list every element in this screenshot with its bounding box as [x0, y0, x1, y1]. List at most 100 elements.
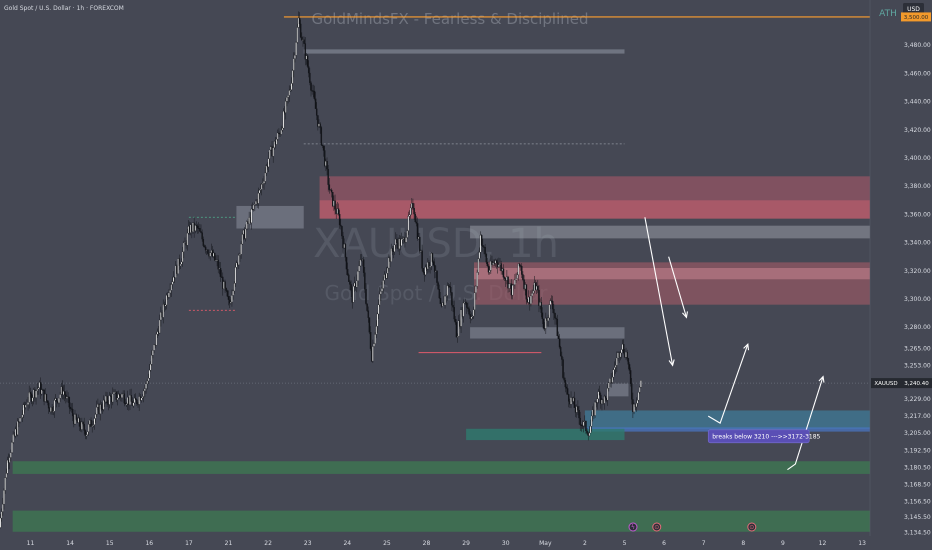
candle — [558, 333, 561, 350]
candle — [573, 391, 576, 408]
ath-price-label: 3,500.00 — [904, 15, 929, 21]
candle — [214, 252, 216, 262]
candle — [94, 412, 97, 423]
candle — [317, 115, 319, 131]
candle — [272, 145, 274, 163]
candle — [100, 402, 103, 412]
candle — [485, 253, 488, 265]
candle — [475, 285, 477, 300]
candle — [376, 312, 379, 333]
currency-badge — [903, 3, 924, 14]
candle — [390, 243, 392, 262]
candle — [323, 145, 326, 168]
candle — [468, 306, 470, 316]
candle — [37, 386, 40, 395]
event-marker-flag-us-2[interactable]: ⊙ — [747, 522, 757, 532]
candle — [500, 260, 502, 275]
grey-block-ob-left — [236, 205, 304, 229]
candle — [438, 284, 441, 299]
candle — [495, 259, 498, 269]
candle — [203, 244, 206, 248]
candle — [462, 299, 465, 323]
candle — [408, 210, 411, 221]
candle — [291, 69, 294, 86]
candle — [518, 262, 521, 268]
current-symbol-badge — [871, 378, 901, 389]
demand-zone-blue — [584, 410, 870, 429]
candle — [152, 349, 154, 359]
candle — [424, 264, 427, 277]
candle — [285, 97, 287, 120]
time-axis[interactable]: 11 14 15 16 17 21 22 23 24 25 28 29 30 May 2 5 6 7 8 9 12 13 — [27, 540, 866, 547]
candle — [269, 149, 271, 165]
candle — [598, 385, 601, 396]
candle — [194, 223, 197, 234]
candle — [71, 402, 74, 422]
candle — [257, 187, 260, 209]
candle — [471, 315, 474, 320]
price-axis[interactable]: 3,480.00 3,460.00 3,440.00 3,420.00 3,400.00… — [904, 42, 931, 536]
candle — [287, 94, 289, 104]
candle — [338, 210, 341, 229]
candle — [226, 289, 229, 298]
candle — [11, 440, 13, 454]
candle — [352, 283, 355, 303]
candle — [227, 290, 230, 306]
candle — [467, 302, 469, 312]
candle — [514, 274, 516, 289]
candle — [409, 204, 412, 219]
candle — [282, 108, 285, 130]
candle — [447, 283, 450, 289]
time-tick-label: 13 — [858, 540, 866, 547]
candle — [372, 339, 374, 364]
candle — [177, 258, 179, 274]
candle — [24, 401, 27, 410]
candle — [344, 242, 347, 262]
candle — [53, 397, 56, 418]
candle — [295, 41, 297, 59]
candle — [414, 211, 416, 223]
candle — [186, 228, 189, 251]
candle — [315, 102, 318, 121]
candle — [588, 426, 591, 437]
candle — [532, 284, 534, 295]
candle — [507, 275, 509, 293]
candle — [39, 377, 42, 399]
candle — [432, 260, 435, 267]
candle — [115, 391, 117, 403]
event-marker-flag-us-1[interactable]: ⊙ — [652, 522, 662, 532]
candle — [306, 54, 309, 69]
candle — [511, 283, 514, 300]
candle — [296, 23, 298, 44]
ath-price-badge — [901, 12, 931, 22]
candle — [22, 402, 25, 418]
time-axis-background — [0, 536, 932, 550]
candle — [349, 279, 351, 291]
candle — [614, 358, 617, 374]
candle — [565, 383, 568, 395]
price-tick-label: 3,180.50 — [904, 465, 931, 472]
candle — [580, 424, 583, 432]
candle — [416, 217, 419, 241]
candle — [59, 391, 61, 402]
candle — [180, 258, 183, 265]
candle — [202, 236, 205, 248]
candle — [204, 244, 207, 254]
candle — [134, 393, 137, 401]
candle — [348, 273, 350, 282]
candle — [567, 393, 570, 408]
price-tick-label: 3,229.00 — [904, 396, 931, 403]
candle — [225, 287, 227, 293]
time-tick-label: 11 — [27, 540, 35, 547]
candle — [209, 252, 211, 261]
projection-arrow-1 — [644, 217, 675, 367]
annotation-box — [707, 429, 810, 444]
candle — [96, 400, 98, 418]
candle — [141, 394, 144, 399]
candle — [401, 236, 404, 244]
candle — [513, 283, 515, 287]
event-marker-economic[interactable]: ϟ — [628, 522, 638, 532]
annotation-callout[interactable]: breaks below 3210 --->>3172-3185 — [707, 429, 821, 444]
candle — [517, 263, 520, 281]
